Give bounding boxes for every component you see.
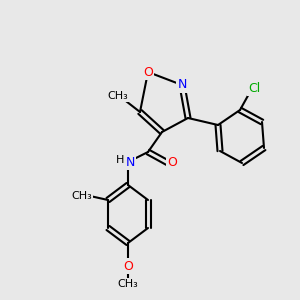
Text: O: O — [123, 260, 133, 272]
Text: Cl: Cl — [248, 82, 260, 94]
Text: O: O — [143, 65, 153, 79]
Text: N: N — [177, 79, 187, 92]
Text: CH₃: CH₃ — [118, 279, 138, 289]
Text: O: O — [167, 157, 177, 169]
Text: H: H — [116, 155, 124, 165]
Text: N: N — [125, 155, 135, 169]
Text: CH₃: CH₃ — [108, 91, 128, 101]
Text: CH₃: CH₃ — [72, 191, 92, 201]
